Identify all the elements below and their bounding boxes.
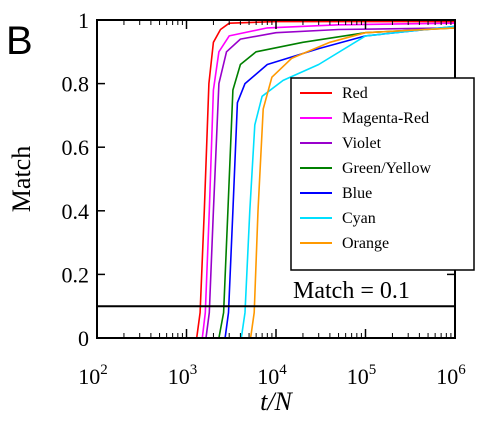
legend-label-5: Cyan — [342, 210, 376, 227]
series-line-0 — [195, 20, 455, 339]
series-line-1 — [201, 22, 456, 339]
x-tick-label-2: 104 — [257, 362, 287, 389]
series-layer — [195, 20, 456, 339]
legend-label-2: Violet — [342, 135, 382, 152]
legend-box — [290, 77, 475, 271]
legend-label-4: Blue — [342, 185, 372, 202]
x-tick-label-1: 103 — [168, 362, 198, 389]
reference-layer: Match = 0.1 — [97, 278, 455, 308]
x-tick-label-4: 106 — [436, 362, 466, 389]
x-tick-exp-0: 2 — [100, 362, 108, 378]
x-tick-exp-3: 5 — [369, 362, 377, 378]
x-tick-exp-4: 6 — [458, 362, 466, 378]
x-tick-exp-2: 4 — [279, 362, 287, 378]
legend-label-1: Magenta-Red — [342, 110, 429, 127]
x-tick-base-0: 10 — [78, 364, 100, 389]
x-tick-base-4: 10 — [436, 364, 458, 389]
y-tick-label-3: 0.6 — [62, 135, 90, 160]
legend-entries: Red Magenta-Red Violet Green/Yellow Blue Cyan… — [300, 85, 431, 252]
x-tick-label-0: 102 — [78, 362, 108, 389]
x-axis-label-rest: /N — [265, 387, 293, 416]
y-tick-label-5: 1 — [78, 8, 89, 33]
x-tick-base-2: 10 — [257, 364, 279, 389]
x-axis-label-t: t — [260, 387, 268, 416]
series-line-5 — [240, 25, 456, 339]
legend-label-3: Green/Yellow — [342, 160, 431, 177]
x-tick-label-3: 105 — [347, 362, 377, 389]
panel-label: B — [6, 19, 33, 63]
x-tick-base-1: 10 — [168, 364, 190, 389]
y-tick-label-0: 0 — [78, 326, 89, 351]
y-axis-label: Match — [7, 146, 36, 212]
x-tick-base-3: 10 — [347, 364, 369, 389]
y-tick-label-2: 0.4 — [62, 199, 90, 224]
y-tick-label-4: 0.8 — [62, 72, 90, 97]
legend: Red Magenta-Red Violet Green/Yellow Blue Cyan… — [290, 77, 475, 271]
series-line-4 — [224, 25, 456, 339]
reference-line-label: Match = 0.1 — [293, 278, 410, 304]
x-axis-label: t/N — [260, 387, 293, 416]
series-line-6 — [249, 27, 456, 339]
y-tick-label-1: 0.2 — [62, 262, 90, 287]
x-tick-exp-1: 3 — [190, 362, 198, 378]
legend-label-0: Red — [342, 85, 368, 102]
series-line-3 — [218, 27, 456, 339]
series-line-2 — [205, 27, 456, 339]
legend-label-6: Orange — [342, 235, 389, 252]
